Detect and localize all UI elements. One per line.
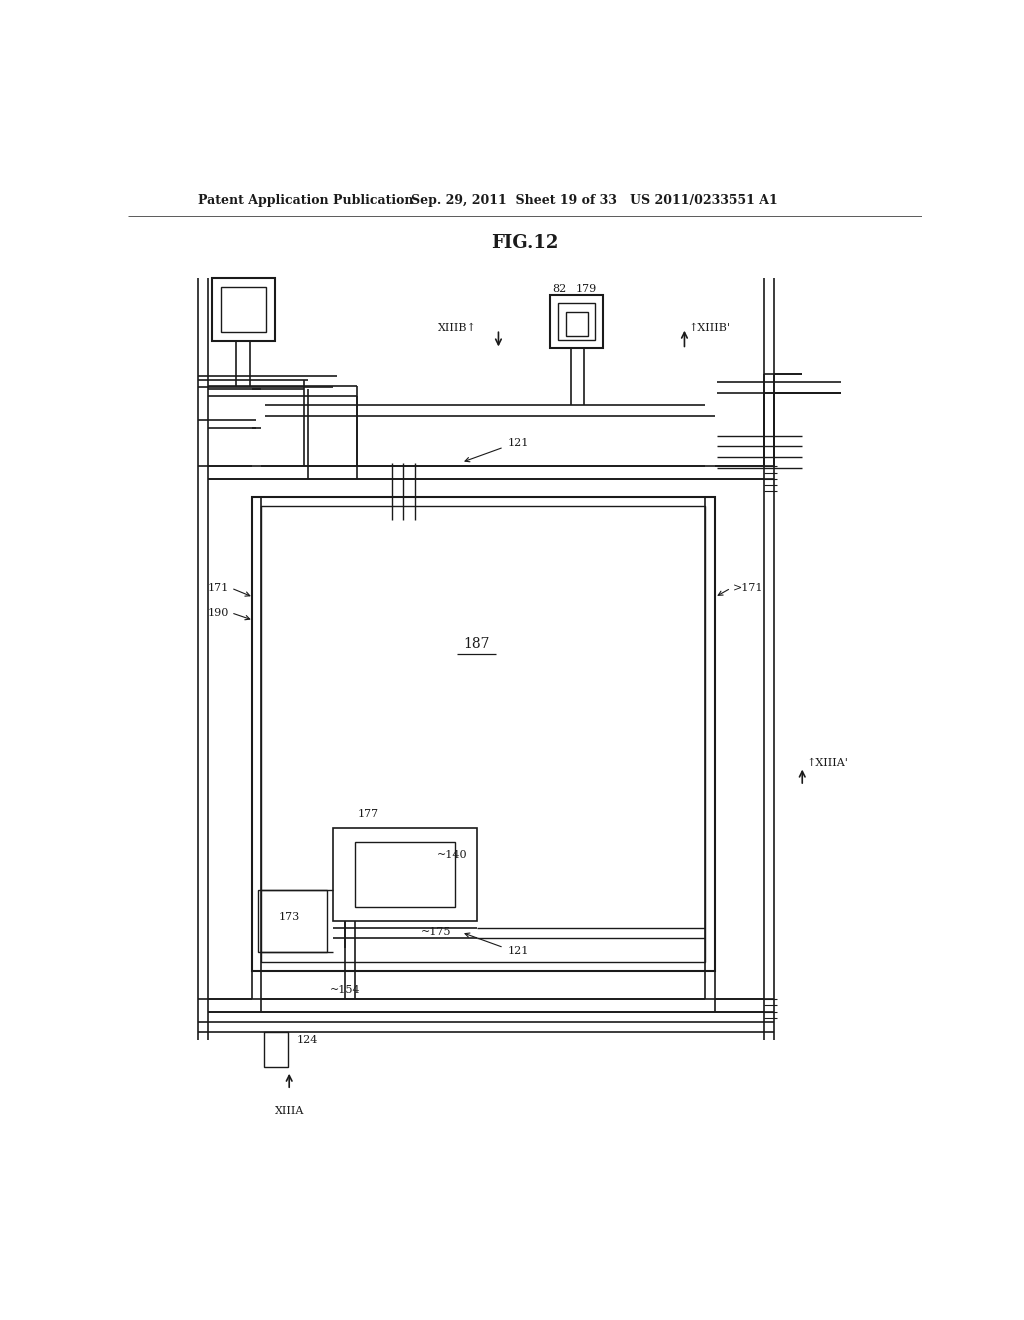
Text: FIG.12: FIG.12 [492,234,558,252]
Text: XIIIA: XIIIA [274,1106,304,1115]
Text: 82: 82 [553,284,567,294]
Text: ~140: ~140 [436,850,467,861]
Text: 179: 179 [575,284,597,294]
Text: >171: >171 [732,583,763,593]
Text: ~154: ~154 [330,985,360,995]
Text: ~175: ~175 [421,927,452,937]
Bar [258,890,328,952]
Bar [252,498,715,970]
Text: ↑XIIIA': ↑XIIIA' [806,758,848,768]
Bar [263,1032,289,1067]
Bar [261,507,706,961]
Text: Patent Application Publication: Patent Application Publication [198,194,414,207]
Bar [558,304,595,341]
Text: 121: 121 [508,438,529,449]
Bar [334,829,477,921]
Text: 173: 173 [279,912,300,921]
Text: 190: 190 [208,607,228,618]
Bar [550,296,603,348]
Text: 187: 187 [464,636,490,651]
Text: 121: 121 [508,946,529,957]
Bar [221,286,266,331]
Text: XIIIB↑: XIIIB↑ [438,323,477,333]
Text: ↑XIIIB': ↑XIIIB' [688,323,730,333]
Text: 171: 171 [208,583,228,593]
Bar [566,313,588,335]
Bar [212,277,275,341]
Text: US 2011/0233551 A1: US 2011/0233551 A1 [630,194,778,207]
Text: 124: 124 [297,1035,318,1045]
Text: Sep. 29, 2011  Sheet 19 of 33: Sep. 29, 2011 Sheet 19 of 33 [411,194,616,207]
Text: 177: 177 [357,809,379,818]
Bar [355,842,455,907]
